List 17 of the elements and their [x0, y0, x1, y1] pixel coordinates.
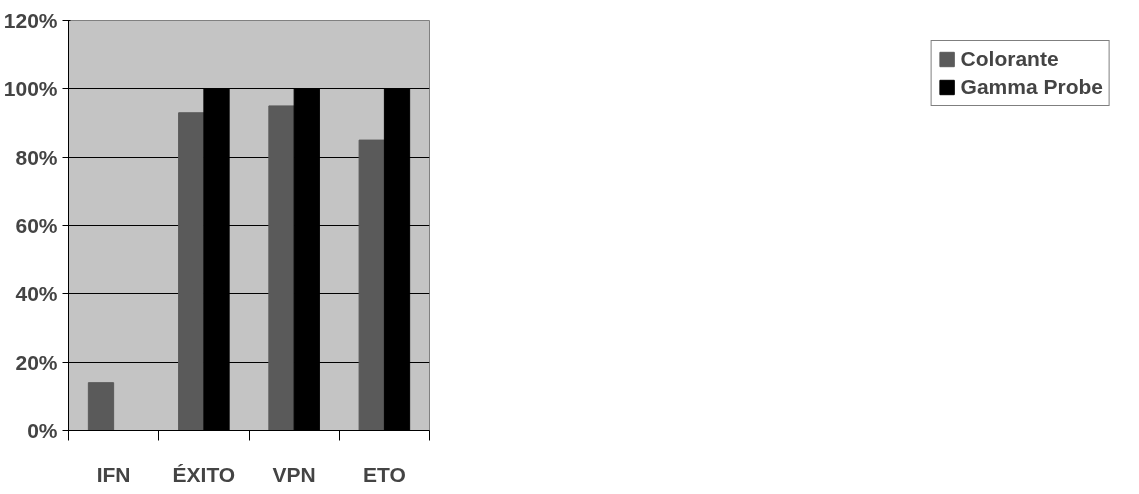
y-tick-label: 80% — [15, 145, 58, 169]
x-tick-label: IFN — [96, 462, 131, 486]
x-tick-label: VPN — [272, 462, 316, 486]
y-tick-label: 0% — [27, 419, 58, 442]
legend-label: Colorante — [960, 47, 1059, 71]
legend-label: Gamma Probe — [960, 75, 1103, 99]
y-tick-label: 20% — [15, 350, 58, 374]
x-tick-label: ÉXITO — [172, 462, 236, 486]
y-tick-label: 60% — [15, 214, 58, 237]
bar — [87, 382, 115, 431]
y-tick-label: 40% — [15, 282, 58, 306]
bar — [358, 139, 385, 431]
x-tick-label: ETO — [362, 462, 406, 486]
y-tick-label: 100% — [3, 77, 58, 101]
y-tick-label: 120% — [3, 9, 58, 32]
bar — [178, 112, 205, 431]
bar — [268, 105, 295, 431]
